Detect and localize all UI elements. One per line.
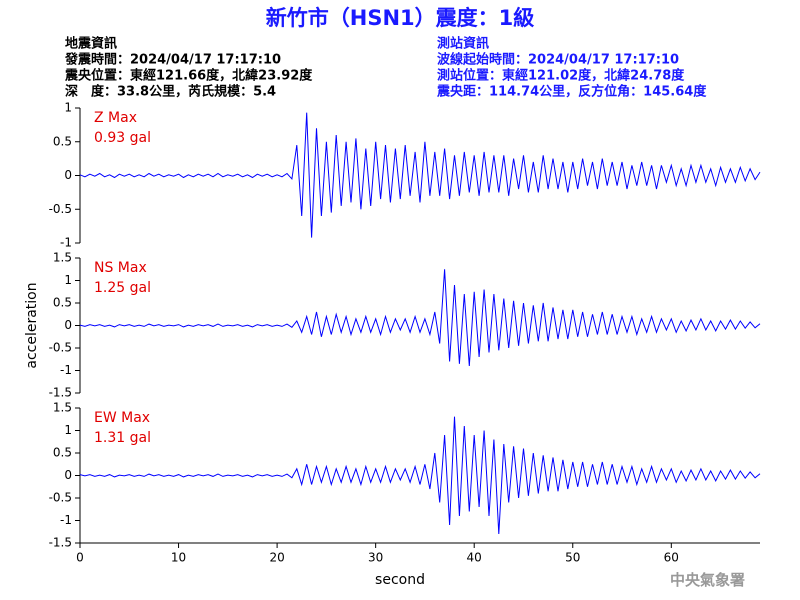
y-tick-label: 0	[64, 168, 72, 182]
annotation: Z Max	[94, 110, 137, 126]
info-line: 測站位置：東經121.02度，北緯24.78度	[437, 68, 685, 84]
waveform	[79, 112, 761, 238]
annotation: EW Max	[94, 410, 150, 426]
event-info: 地震資訊 發震時間：2024/04/17 17:17:10 震央位置：東經121…	[64, 36, 313, 100]
y-tick-label: 1	[64, 101, 72, 115]
x-tick-label: 50	[565, 551, 580, 565]
y-tick-label: -1	[60, 236, 72, 250]
annotation: 0.93 gal	[94, 130, 151, 146]
y-tick-label: 1.5	[53, 251, 72, 265]
y-tick-label: -0.5	[49, 491, 72, 505]
info-line: 發震時間：2024/04/17 17:17:10	[64, 52, 281, 68]
info-line: 測站資訊	[437, 36, 489, 52]
waveform	[79, 416, 761, 535]
y-tick-label: -1.5	[49, 386, 72, 400]
x-tick-label: 20	[269, 551, 284, 565]
annotation: 1.25 gal	[94, 280, 151, 296]
x-axis-label: second	[375, 572, 425, 588]
y-tick-label: 0.5	[53, 446, 72, 460]
y-tick-label: 1	[64, 423, 72, 437]
y-tick-label: 0	[64, 468, 72, 482]
y-tick-label: -0.5	[49, 341, 72, 355]
y-axis-label: acceleration	[24, 282, 40, 368]
info-line: 深 度：33.8公里，芮氏規模：5.4	[65, 84, 276, 100]
chart-title: 新竹市（HSN1）震度：1級	[266, 6, 535, 30]
x-tick-label: 30	[368, 551, 383, 565]
y-tick-label: -1	[60, 513, 72, 527]
info-line: 震央位置：東經121.66度，北緯23.92度	[64, 68, 313, 84]
footer: 中央氣象署	[670, 571, 745, 589]
y-tick-label: 0.5	[53, 134, 72, 148]
y-tick-label: 1	[64, 273, 72, 287]
station-info: 測站資訊 波線起始時間：2024/04/17 17:17:10 測站位置：東經1…	[436, 36, 707, 100]
x-tick-label: 0	[76, 551, 84, 565]
y-tick-label: -1.5	[49, 536, 72, 550]
waveform	[79, 269, 761, 367]
annotation: 1.31 gal	[94, 430, 151, 446]
info-line: 地震資訊	[65, 36, 117, 52]
x-tick-label: 10	[171, 551, 186, 565]
annotation: NS Max	[94, 260, 147, 276]
info-line: 波線起始時間：2024/04/17 17:17:10	[437, 52, 679, 68]
y-tick-label: 0	[64, 318, 72, 332]
y-tick-label: 1.5	[53, 401, 72, 415]
y-tick-label: 0.5	[53, 296, 72, 310]
x-tick-label: 60	[664, 551, 679, 565]
info-line: 震央距：114.74公里，反方位角：145.64度	[436, 84, 707, 100]
y-tick-label: -1	[60, 363, 72, 377]
x-tick-label: 40	[467, 551, 482, 565]
y-tick-label: -0.5	[49, 202, 72, 216]
